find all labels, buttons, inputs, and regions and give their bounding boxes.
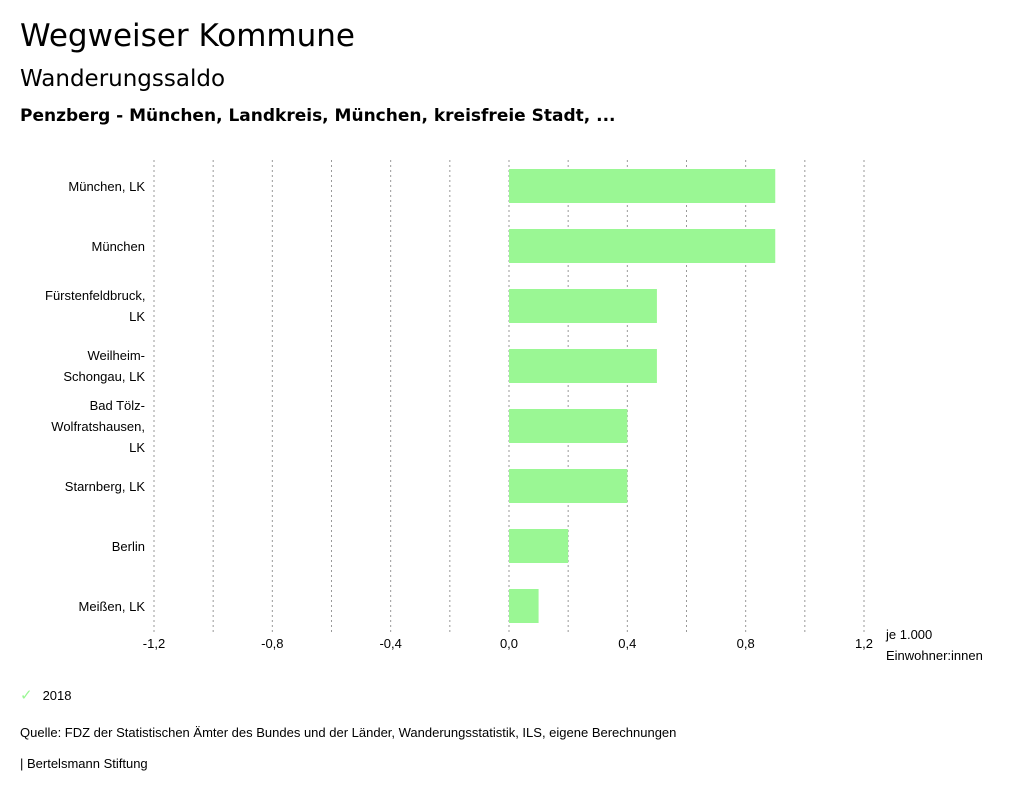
- category-label: Fürstenfeldbruck, LK: [45, 288, 146, 324]
- category-label: Weilheim-Schongau, LK: [63, 348, 145, 384]
- category-label: Berlin: [111, 538, 145, 554]
- x-tick-label: -0,8: [261, 636, 283, 651]
- credit-note: | Bertelsmann Stiftung: [20, 756, 148, 771]
- bar[interactable]: [509, 469, 628, 503]
- bar[interactable]: [509, 589, 539, 623]
- bar[interactable]: [509, 409, 628, 443]
- x-axis-unit-line1: je 1.000: [886, 627, 933, 642]
- category-label: Bad Tölz-Wolfratshausen, LK: [51, 397, 145, 455]
- page-title: Wegweiser Kommune: [20, 18, 355, 54]
- legend-item-2018[interactable]: ✓ 2018: [20, 686, 72, 704]
- x-axis-unit: je 1.000 Einwohner:innen: [886, 624, 983, 666]
- bar[interactable]: [509, 289, 657, 323]
- x-axis-unit-line2: Einwohner:innen: [886, 648, 983, 663]
- check-icon: ✓: [20, 687, 33, 704]
- category-label: München: [91, 238, 145, 254]
- x-tick-label: 0,0: [500, 636, 518, 651]
- bar[interactable]: [509, 349, 657, 383]
- category-label: München, LK: [68, 178, 145, 194]
- x-tick-label: 1,2: [855, 636, 873, 651]
- chart-subtitle: Wanderungssaldo: [20, 66, 226, 92]
- x-tick-label: 0,4: [618, 636, 636, 651]
- legend-label: 2018: [42, 687, 72, 703]
- category-label: Starnberg, LK: [64, 478, 145, 494]
- x-tick-label: 0,8: [737, 636, 755, 651]
- source-note: Quelle: FDZ der Statistischen Ämter des …: [20, 725, 677, 740]
- bar[interactable]: [509, 229, 776, 263]
- x-tick-label: -0,4: [379, 636, 401, 651]
- bar[interactable]: [509, 169, 776, 203]
- x-tick-label: -1,2: [143, 636, 165, 651]
- category-label: Meißen, LK: [78, 598, 145, 614]
- region-selector[interactable]: Penzberg - München, Landkreis, München, …: [20, 106, 616, 126]
- bar-chart: -1,2 -0,8 -0,4 0,0 0,4 0,8 1,2: [143, 160, 873, 651]
- bar[interactable]: [509, 529, 569, 563]
